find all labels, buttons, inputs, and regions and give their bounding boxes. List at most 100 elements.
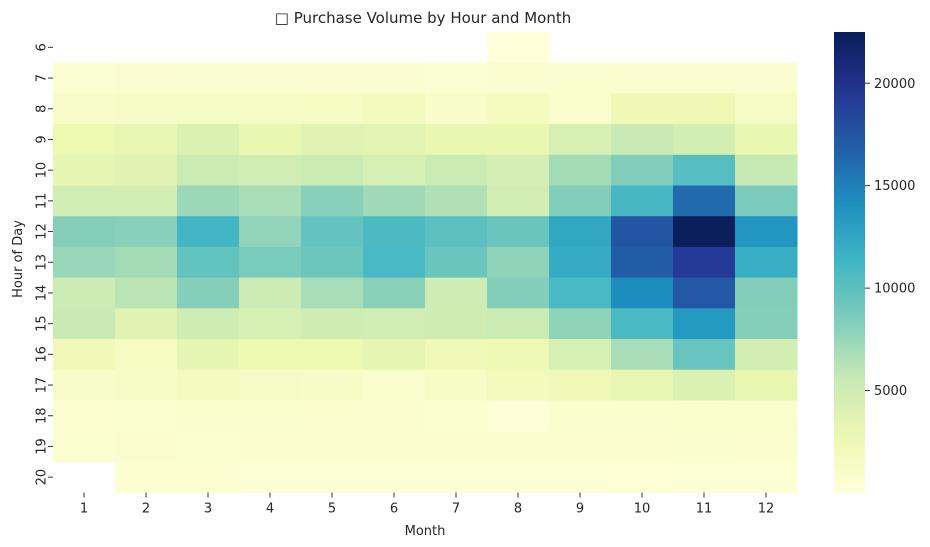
heatmap-cell	[735, 93, 798, 125]
heatmap-cell	[239, 124, 302, 156]
heatmap-cell	[301, 124, 364, 156]
heatmap-cell	[611, 62, 674, 94]
heatmap-cell	[301, 308, 364, 340]
y-tick-label: 13	[35, 254, 50, 271]
x-tick-label: 1	[80, 502, 88, 517]
heatmap-cell	[363, 277, 426, 309]
x-tick-label: 11	[696, 502, 713, 517]
y-tick-label: 6	[35, 43, 50, 51]
heatmap-cell	[239, 185, 302, 217]
heatmap-cell	[53, 277, 116, 309]
heatmap-cell	[363, 124, 426, 156]
heatmap-cell	[363, 246, 426, 279]
heatmap-cell	[177, 339, 240, 371]
heatmap-cell	[115, 277, 178, 309]
x-tick-label: 12	[758, 502, 775, 517]
x-tick-label: 10	[634, 502, 651, 517]
heatmap-cell	[239, 277, 302, 309]
heatmap-cell	[425, 246, 488, 279]
heatmap-cell	[735, 185, 798, 217]
heatmap-cell	[53, 369, 116, 401]
heatmap-cell	[735, 154, 798, 186]
heatmap-cell	[549, 124, 612, 156]
y-tick-label: 8	[35, 105, 50, 113]
heatmap-cell	[487, 246, 550, 279]
heatmap-cell	[301, 461, 364, 493]
heatmap-cell	[177, 431, 240, 463]
heatmap-cell	[301, 339, 364, 371]
heatmap-cell	[363, 461, 426, 493]
heatmap-cell	[549, 246, 612, 279]
heatmap-cell	[177, 216, 240, 248]
heatmap-cell	[487, 369, 550, 401]
heatmap-cell	[735, 308, 798, 340]
heatmap-cell	[115, 369, 178, 401]
heatmap-cell	[487, 216, 550, 248]
colorbar-ticks: 5000 10000 15000 20000	[865, 77, 915, 399]
y-tick-label: 7	[35, 74, 50, 82]
y-axis-label: Hour of Day	[11, 220, 26, 298]
heatmap-cell	[673, 154, 736, 186]
heatmap-cell	[115, 185, 178, 217]
y-tick-label: 20	[35, 469, 50, 486]
heatmap-cell	[673, 185, 736, 217]
heatmap-cell	[301, 62, 364, 94]
y-axis-ticks: 6 7 8 9 10 11 12 13 14 15 16 17 18 19 20	[35, 43, 53, 485]
y-tick-label: 14	[35, 285, 50, 302]
heatmap-cell	[177, 93, 240, 125]
heatmap-cell	[177, 124, 240, 156]
heatmap-cell	[177, 185, 240, 217]
heatmap-cell	[611, 93, 674, 125]
heatmap-cell	[363, 431, 426, 463]
y-tick-label: 9	[35, 135, 50, 143]
heatmap-cell	[611, 461, 674, 493]
heatmap-cell	[239, 154, 302, 186]
heatmap-cell	[425, 431, 488, 463]
heatmap-cell	[239, 461, 302, 493]
heatmap-cell	[549, 369, 612, 401]
heatmap-cell	[177, 308, 240, 340]
heatmap-cell	[115, 154, 178, 186]
heatmap-cell	[673, 461, 736, 493]
heatmap-cell	[363, 154, 426, 186]
x-tick-label: 2	[142, 502, 150, 517]
heatmap-cell	[549, 277, 612, 309]
heatmap-cell	[177, 277, 240, 309]
heatmap-cell	[177, 369, 240, 401]
heatmap-cell	[549, 216, 612, 248]
y-tick-label: 18	[35, 407, 50, 424]
heatmap-cell	[673, 369, 736, 401]
colorbar-tick-label: 20000	[874, 77, 915, 92]
heatmap-cell	[239, 246, 302, 279]
heatmap-cell	[735, 369, 798, 401]
heatmap-cell	[301, 246, 364, 279]
heatmap-cell	[363, 93, 426, 125]
heatmap-cell	[673, 339, 736, 371]
heatmap-cell	[301, 93, 364, 125]
heatmap-cell	[53, 185, 116, 217]
heatmap-cell	[53, 339, 116, 371]
heatmap-cell	[487, 339, 550, 371]
heatmap-cell	[239, 400, 302, 432]
colorbar-tick-label: 10000	[874, 282, 915, 297]
heatmap-cell	[735, 124, 798, 156]
heatmap-cell	[611, 277, 674, 309]
heatmap-cell	[487, 185, 550, 217]
heatmap-cell	[177, 461, 240, 493]
heatmap-cell	[611, 431, 674, 463]
heatmap-cell	[53, 93, 116, 125]
heatmap-cell	[673, 308, 736, 340]
heatmap-cell	[735, 461, 798, 493]
heatmap-cell	[735, 62, 798, 94]
heatmap-cell	[425, 308, 488, 340]
y-tick-label: 12	[35, 223, 50, 240]
heatmap-cell	[239, 62, 302, 94]
y-tick-label: 15	[35, 315, 50, 332]
heatmap-cell	[425, 124, 488, 156]
heatmap-cell	[177, 400, 240, 432]
heatmap-cell	[425, 339, 488, 371]
colorbar-tick-label: 15000	[874, 179, 915, 194]
heatmap-cell	[735, 339, 798, 371]
heatmap-cell	[53, 400, 116, 432]
